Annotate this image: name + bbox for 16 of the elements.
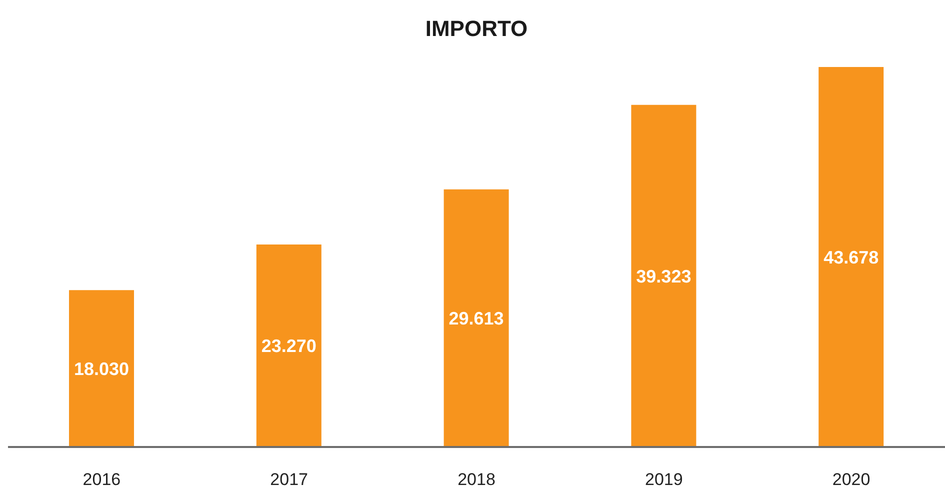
bar <box>256 244 322 447</box>
x-tick-label: 2016 <box>82 470 121 490</box>
chart-title: IMPORTO <box>424 16 529 42</box>
bar <box>818 67 884 447</box>
data-label: 43.678 <box>824 247 879 268</box>
data-label: 23.270 <box>261 336 316 356</box>
x-tick-label: 2020 <box>832 470 870 490</box>
x-tick-label: 2019 <box>644 470 683 490</box>
data-label: 18.030 <box>74 358 130 379</box>
bar <box>631 104 696 447</box>
x-tick-label: 2018 <box>458 470 496 490</box>
x-tick-label: 2017 <box>270 470 308 490</box>
data-label: 39.323 <box>636 266 692 286</box>
data-label: 29.613 <box>448 308 504 329</box>
bar <box>444 189 509 447</box>
bar <box>69 290 134 447</box>
